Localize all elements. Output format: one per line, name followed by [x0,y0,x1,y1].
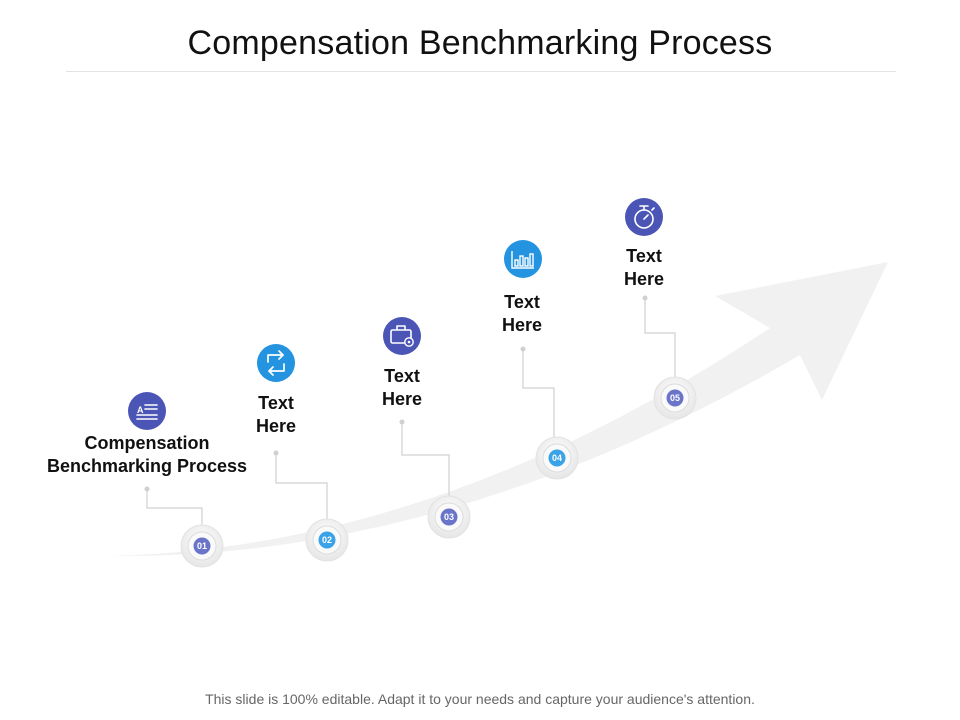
step-number-4: 04 [552,453,562,463]
title-divider [66,71,896,72]
step-label-2: Text Here [236,392,316,438]
step-label-1: Compensation Benchmarking Process [40,432,254,478]
page-title: Compensation Benchmarking Process [187,24,773,62]
step-label-1-line2: Benchmarking Process [46,456,248,476]
step-label-5: Text Here [604,245,684,291]
step-label-5-line1: Text [626,246,662,266]
step-number-3: 03 [444,512,454,522]
svg-text:A: A [137,405,144,415]
step-marker-3: 03 [427,495,471,539]
connector-line-5 [644,298,676,384]
connector-dot-4 [520,346,526,352]
step-marker-2: 02 [305,518,349,562]
step-label-4-line2: Here [501,315,543,335]
step-label-5-line2: Here [623,269,665,289]
footer-note: This slide is 100% editable. Adapt it to… [205,691,755,707]
step-label-4-line1: Text [504,292,540,312]
list-icon: A [128,392,166,430]
step-number-2: 02 [322,535,332,545]
connector-dot-5 [642,295,648,301]
briefcase-gear-icon [383,317,421,355]
step-label-2-line1: Text [258,393,294,413]
step-label-1-line1: Compensation [84,433,210,453]
connector-line-4 [522,349,555,444]
connector-line-1 [146,489,203,532]
step-marker-5: 05 [653,376,697,420]
connector-dot-3 [399,419,405,425]
step-label-4: Text Here [482,291,562,337]
connector-line-3 [401,422,450,503]
connector-dot-1 [144,486,150,492]
step-label-2-line2: Here [255,416,297,436]
step-label-3: Text Here [362,365,442,411]
stopwatch-icon [625,198,663,236]
step-marker-4: 04 [535,436,579,480]
connector-dot-2 [273,450,279,456]
connector-line-2 [275,453,328,526]
step-label-3-line2: Here [381,389,423,409]
step-number-5: 05 [670,393,680,403]
step-number-1: 01 [197,541,207,551]
bar-chart-icon [504,240,542,278]
step-marker-1: 01 [180,524,224,568]
swap-arrows-icon [257,344,295,382]
step-label-3-line1: Text [384,366,420,386]
growth-arrow [110,262,888,557]
